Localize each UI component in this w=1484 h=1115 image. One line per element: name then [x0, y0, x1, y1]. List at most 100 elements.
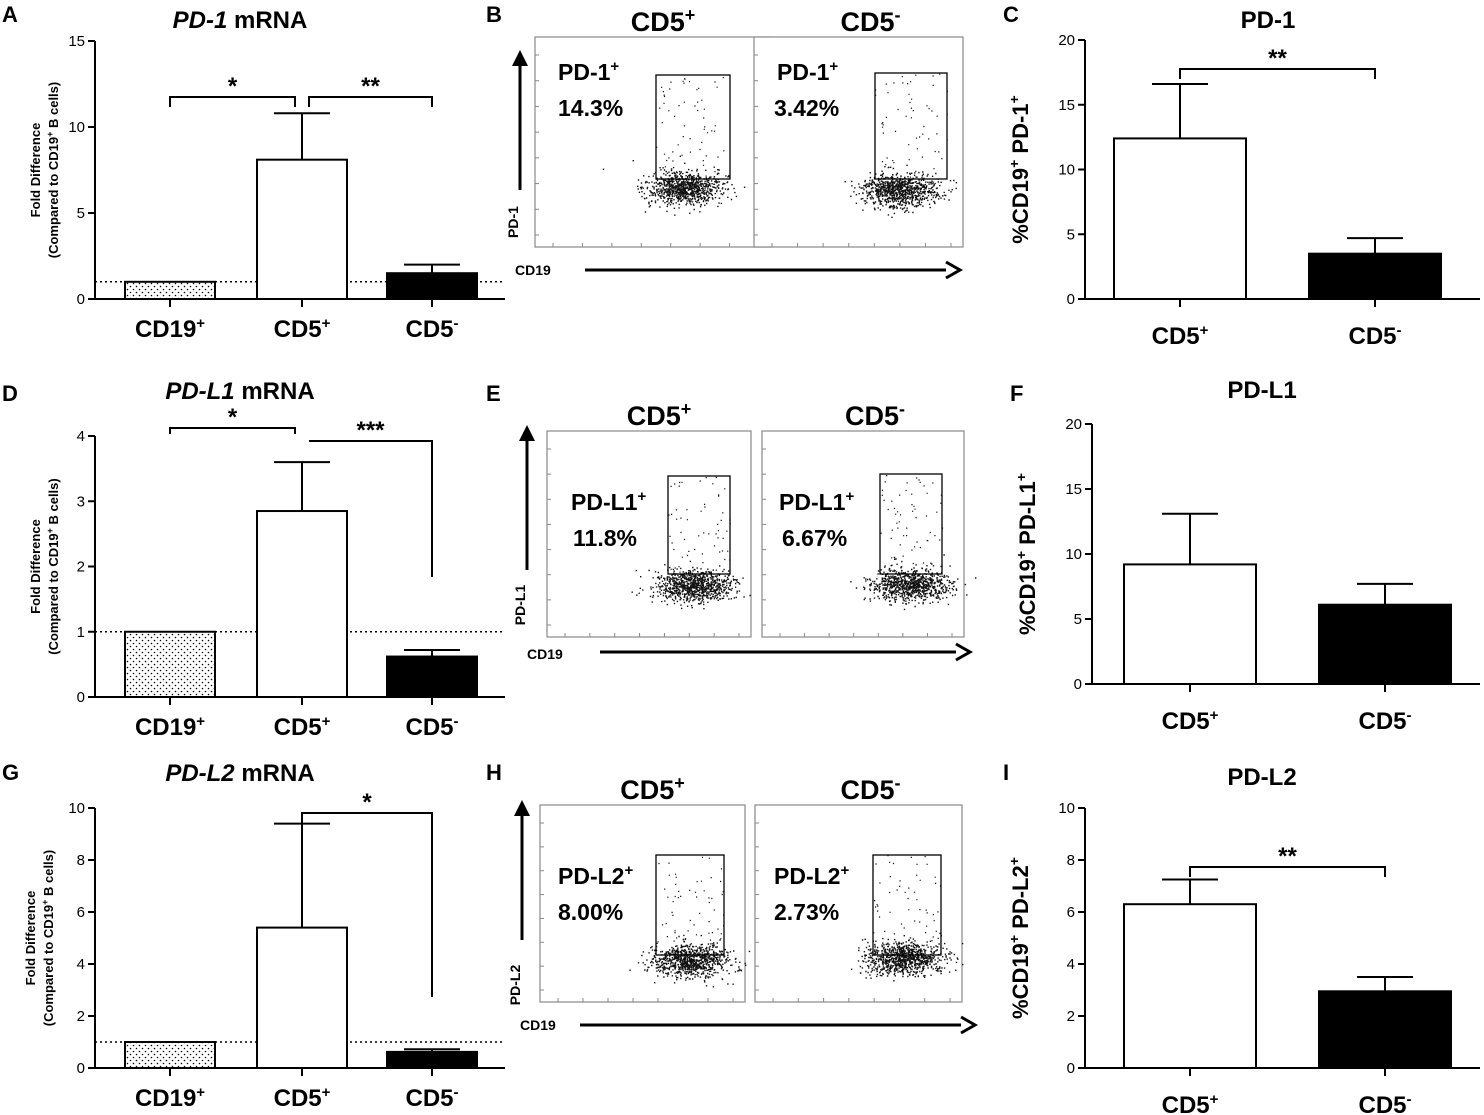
flow-gate-label-sign: +	[610, 58, 619, 75]
flow-gate	[655, 854, 725, 956]
y-axis-label-sup: +	[1006, 160, 1022, 168]
x-tick-label-base: CD5	[405, 714, 453, 741]
flow-plot-heading-sign: -	[895, 773, 901, 793]
y-arrow-head	[512, 50, 528, 66]
y-tick-label: 15	[1058, 97, 1075, 114]
y-tick-label: 5	[1074, 611, 1082, 628]
x-tick-label-base: CD5	[274, 714, 322, 741]
flow-events	[602, 77, 760, 216]
flow-event-dots	[602, 77, 760, 216]
x-tick-label-sign: +	[196, 713, 205, 730]
y-tick-label: 10	[68, 800, 85, 817]
chart-title-text: PD-L2	[1227, 764, 1296, 791]
x-tick-label-base: CD5	[405, 316, 453, 343]
y-tick-label: 0	[77, 291, 85, 308]
flow-gate-percent: 11.8%	[573, 525, 637, 551]
x-tick-label: CD5-	[405, 713, 458, 741]
x-tick-label: CD5+	[1152, 322, 1209, 350]
significance-marker: *	[362, 789, 372, 816]
bar	[256, 510, 348, 698]
x-tick-label-base: CD5	[1358, 1092, 1406, 1115]
significance-bracket	[169, 427, 296, 434]
y-tick-label: 0	[77, 689, 85, 706]
x-tick-label: CD5-	[405, 1084, 458, 1112]
y-axis-label: Fold Difference	[23, 891, 38, 986]
x-tick-label: CD5-	[1358, 1091, 1411, 1115]
y-axis-label: Fold Difference	[28, 123, 43, 218]
y-axis-label-sup: +	[40, 900, 50, 905]
y-axis-label: Fold Difference	[28, 519, 43, 614]
flow-plot-frame	[754, 804, 963, 1003]
x-tick-label-sign: -	[1407, 1091, 1412, 1108]
y-axis-label-sup: +	[1006, 95, 1022, 103]
bar	[1113, 137, 1247, 300]
x-arrow-head	[960, 1015, 979, 1035]
y-tick-label: 0	[1074, 676, 1082, 693]
bar	[1318, 990, 1452, 1069]
panel-letter-f: F	[1010, 381, 1023, 406]
y-axis-label-line1: Fold Difference	[23, 891, 38, 986]
flow-gate	[667, 475, 731, 575]
chart-title-gene: PD-L2	[165, 760, 235, 787]
flow-gate-percent: 6.67%	[782, 525, 847, 551]
flow-plot-heading-base: CD5	[627, 401, 681, 431]
chart-title: PD-L2 mRNA	[165, 760, 314, 787]
flow-y-axis-label: PD-1	[505, 206, 521, 238]
x-tick-label: CD5+	[274, 713, 331, 741]
flow-event-dots	[629, 856, 751, 988]
bar	[124, 630, 216, 698]
flow-plot-heading: CD5-	[840, 773, 900, 805]
significance-bracket	[1179, 68, 1376, 79]
flow-gate-label-sign: +	[840, 862, 849, 879]
flow-gate-label: PD-L1+	[571, 488, 646, 515]
x-tick-label-base: CD19	[135, 714, 196, 741]
y-tick-label: 4	[77, 956, 85, 973]
y-tick-label: 2	[1067, 1008, 1075, 1025]
flow-y-axis-label: PD-L1	[512, 585, 528, 626]
y-tick-label: 15	[68, 33, 85, 50]
significance-bracket	[308, 96, 433, 107]
bar	[1318, 603, 1452, 686]
y-tick-label: 4	[77, 428, 85, 445]
x-tick-label: CD19+	[135, 1084, 205, 1112]
flow-gate-label-base: PD-L1	[571, 489, 638, 515]
y-axis-label: %CD19+ PD-L1+	[1013, 473, 1040, 635]
y-tick-label: 6	[77, 904, 85, 921]
chart-title: PD-1 mRNA	[173, 7, 308, 34]
flow-gate-label-base: PD-L2	[558, 863, 624, 889]
y-axis-label-part: %CD19	[1008, 168, 1033, 244]
y-tick-label: 2	[77, 559, 85, 576]
x-tick-label-sign: -	[454, 713, 459, 730]
y-tick-label: 0	[77, 1060, 85, 1077]
flow-gate	[879, 473, 943, 575]
x-tick-label-sign: +	[322, 713, 331, 730]
flow-gate-percent: 8.00%	[558, 899, 623, 925]
significance-marker: **	[361, 73, 380, 100]
panel-letter-e: E	[486, 381, 501, 406]
significance-marker: *	[228, 404, 238, 431]
significance-bracket	[169, 96, 296, 107]
flow-plot-frame	[546, 430, 752, 638]
y-axis-label-part: PD-1	[1008, 103, 1033, 159]
bar	[386, 655, 478, 698]
significance-marker: *	[228, 73, 238, 100]
chart-title: PD-1	[1241, 7, 1296, 34]
y-axis-label-part: %CD19	[1008, 943, 1033, 1019]
y-tick-label: 20	[1065, 416, 1082, 433]
chart-title-gene: PD-L1	[165, 378, 234, 405]
bar	[256, 158, 348, 300]
flow-gate	[655, 74, 731, 180]
panel-letter-c: C	[1003, 2, 1019, 27]
flow-y-axis-label: PD-L2	[507, 965, 523, 1006]
flow-x-axis-label: CD19	[527, 646, 563, 662]
y-tick-label: 8	[1067, 852, 1075, 869]
flow-gate-percent: 2.73%	[774, 899, 839, 925]
y-tick-label: 15	[1065, 481, 1082, 498]
x-tick-label: CD5+	[274, 1084, 331, 1112]
y-tick-label: 0	[1067, 291, 1075, 308]
flow-gate-label-base: PD-L2	[774, 863, 840, 889]
y-axis-label-line1: Fold Difference	[28, 123, 43, 218]
